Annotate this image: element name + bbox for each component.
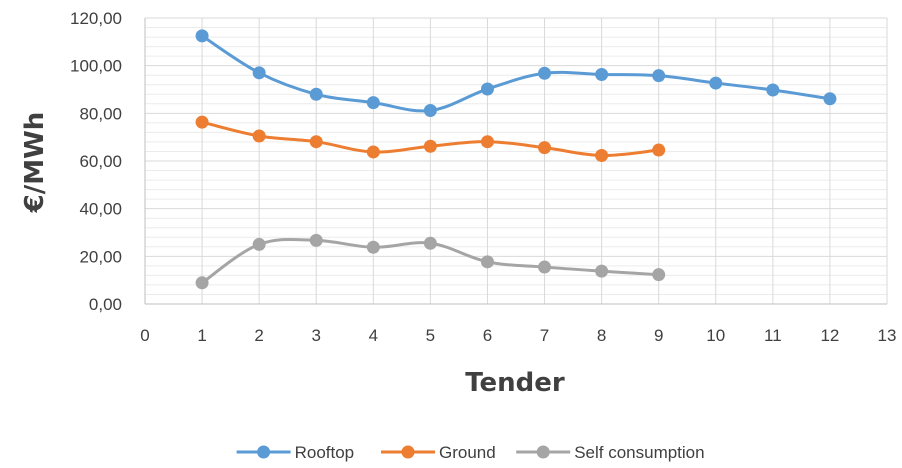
x-tick-label: 2 bbox=[254, 326, 263, 345]
data-point-ground bbox=[480, 135, 494, 149]
x-tick-label: 4 bbox=[369, 326, 378, 345]
legend-item-ground: Ground bbox=[381, 443, 496, 462]
y-axis-title: €/MWh bbox=[20, 112, 50, 214]
y-tick-label: 100,00 bbox=[70, 57, 122, 76]
axes bbox=[144, 18, 887, 305]
data-point-ground bbox=[538, 141, 552, 155]
x-tick-label: 0 bbox=[140, 326, 149, 345]
data-point-self-consumption bbox=[595, 264, 609, 278]
data-point-ground bbox=[309, 135, 323, 149]
x-tick-label: 8 bbox=[597, 326, 606, 345]
legend-label-rooftop: Rooftop bbox=[295, 443, 355, 462]
data-point-rooftop bbox=[823, 92, 837, 106]
series-layer bbox=[195, 29, 837, 290]
x-tick-label: 6 bbox=[483, 326, 492, 345]
series-rooftop bbox=[195, 29, 837, 117]
x-tick-label: 11 bbox=[764, 326, 782, 345]
x-tick-label: 7 bbox=[540, 326, 549, 345]
data-point-self-consumption bbox=[252, 237, 266, 251]
major-gridlines bbox=[145, 17, 888, 305]
data-point-self-consumption bbox=[423, 236, 437, 250]
data-point-rooftop bbox=[709, 76, 723, 90]
data-point-rooftop bbox=[195, 29, 209, 43]
legend-item-rooftop: Rooftop bbox=[236, 443, 355, 462]
data-point-ground bbox=[366, 145, 380, 159]
minor-gridlines bbox=[145, 27, 887, 295]
data-point-self-consumption bbox=[195, 276, 209, 290]
y-tick-labels: 0,00 20,00 40,00 60,00 80,00 100,00 120,00 bbox=[70, 9, 122, 314]
data-point-ground bbox=[252, 129, 266, 143]
x-tick-label: 12 bbox=[820, 326, 839, 345]
legend-swatch-marker bbox=[401, 445, 415, 459]
data-point-self-consumption bbox=[652, 268, 666, 282]
data-point-rooftop bbox=[252, 66, 266, 80]
legend-label-ground: Ground bbox=[439, 443, 496, 462]
x-tick-label: 5 bbox=[426, 326, 435, 345]
y-tick-label: 40,00 bbox=[79, 200, 122, 219]
series-ground bbox=[195, 115, 666, 163]
x-tick-label: 1 bbox=[197, 326, 206, 345]
data-point-self-consumption bbox=[480, 255, 494, 269]
x-tick-label: 13 bbox=[878, 326, 897, 345]
x-tick-label: 3 bbox=[311, 326, 320, 345]
data-point-ground bbox=[423, 139, 437, 153]
legend-swatch-marker bbox=[257, 445, 271, 459]
data-point-rooftop bbox=[366, 96, 380, 110]
y-tick-label: 80,00 bbox=[79, 104, 122, 123]
series-line-rooftop bbox=[201, 34, 831, 113]
x-tick-label: 10 bbox=[706, 326, 725, 345]
y-tick-label: 120,00 bbox=[70, 9, 122, 28]
data-point-self-consumption bbox=[366, 240, 380, 254]
legend-item-self-consumption: Self consumption bbox=[516, 443, 705, 462]
y-tick-label: 60,00 bbox=[79, 152, 122, 171]
x-tick-label: 9 bbox=[654, 326, 663, 345]
y-tick-label: 0,00 bbox=[89, 295, 122, 314]
data-point-rooftop bbox=[595, 67, 609, 81]
series-self-consumption bbox=[195, 233, 666, 290]
legend-swatch-marker bbox=[536, 445, 550, 459]
data-point-self-consumption bbox=[309, 233, 323, 247]
data-point-rooftop bbox=[538, 66, 552, 80]
x-axis-title: Tender bbox=[465, 368, 565, 398]
data-point-rooftop bbox=[423, 103, 437, 117]
x-tick-labels: 0 1 2 3 4 5 6 7 8 9 10 11 12 13 bbox=[140, 326, 896, 345]
y-tick-label: 20,00 bbox=[79, 247, 122, 266]
legend: Rooftop Ground Self consumption bbox=[236, 443, 705, 462]
data-point-rooftop bbox=[766, 83, 780, 97]
data-point-self-consumption bbox=[538, 260, 552, 274]
legend-label-self-consumption: Self consumption bbox=[574, 443, 704, 462]
data-point-rooftop bbox=[652, 69, 666, 83]
data-point-ground bbox=[652, 143, 666, 157]
data-point-rooftop bbox=[480, 82, 494, 96]
data-point-rooftop bbox=[309, 87, 323, 101]
data-point-ground bbox=[595, 149, 609, 163]
data-point-ground bbox=[195, 115, 209, 129]
